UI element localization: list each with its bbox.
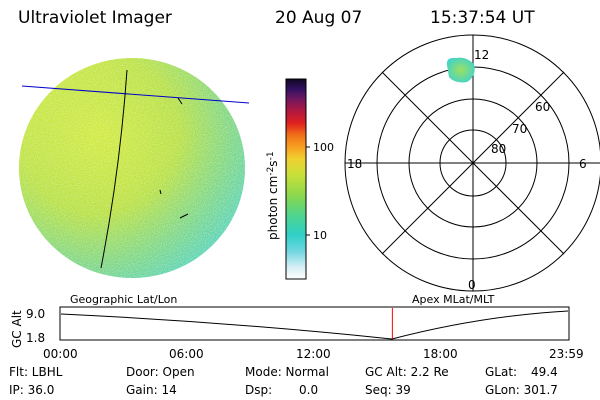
status-glat-label: GLat: — [485, 365, 518, 379]
coastline-mark — [179, 213, 189, 219]
coastline-mark — [159, 189, 162, 195]
color-bar-unit-label: photon cm-2s-1 — [266, 151, 280, 240]
mlt-label-18: 18 — [347, 157, 362, 171]
time-label: 15:37:54 UT — [430, 8, 535, 28]
auroral-emission-blob — [446, 57, 475, 83]
status-mode: Mode: Normal — [245, 365, 329, 379]
status-filter: Flt: LBHL — [9, 365, 63, 379]
mlat-label-80: 80 — [491, 142, 506, 156]
altitude-axis-label: GC Alt — [10, 310, 24, 348]
time-tick-0000: 00:00 — [43, 347, 78, 361]
color-bar — [285, 78, 307, 280]
status-gain: Gain: 14 — [126, 383, 177, 397]
uv-image-disk — [19, 58, 245, 278]
time-tick-2359: 23:59 — [549, 347, 584, 361]
meridian-line — [21, 85, 250, 104]
mlat-label-60: 60 — [535, 100, 550, 114]
polar-plot — [344, 34, 600, 292]
altitude-tick-1-8: 1.8 — [26, 331, 45, 345]
image-panel-caption: Geographic Lat/Lon — [70, 293, 177, 306]
color-bar-tick-10: 10 — [313, 229, 327, 242]
time-tick-0600: 06:00 — [169, 347, 204, 361]
status-dsp-label: Dsp: — [245, 383, 273, 397]
status-dsp-value: 0.0 — [299, 383, 319, 397]
status-glon: GLon: 301.7 — [485, 383, 558, 397]
longitude-line — [100, 69, 128, 269]
mlt-label-6: 6 — [579, 157, 587, 171]
instrument-title: Ultraviolet Imager — [18, 8, 172, 28]
altitude-plot-frame — [59, 306, 570, 341]
color-bar-tick-100: 100 — [313, 141, 334, 154]
mlat-label-70: 70 — [512, 122, 527, 136]
time-tick-1200: 12:00 — [296, 347, 331, 361]
altitude-curve — [60, 310, 569, 340]
mlt-label-0: 0 — [468, 278, 476, 292]
status-glat-value: 49.4 — [531, 365, 558, 379]
date-label: 20 Aug 07 — [275, 8, 363, 28]
status-seq: Seq: 39 — [365, 383, 411, 397]
altitude-tick-9: 9.0 — [26, 307, 45, 321]
status-door: Door: Open — [126, 365, 195, 379]
time-tick-1800: 18:00 — [423, 347, 458, 361]
mlt-label-12: 12 — [474, 48, 489, 62]
status-gc-alt: GC Alt: 2.2 Re — [365, 365, 449, 379]
polar-diagonal — [381, 71, 565, 255]
polar-plot-caption: Apex MLat/MLT — [412, 293, 495, 306]
status-ip: IP: 36.0 — [9, 383, 55, 397]
coastline-mark — [177, 97, 183, 105]
